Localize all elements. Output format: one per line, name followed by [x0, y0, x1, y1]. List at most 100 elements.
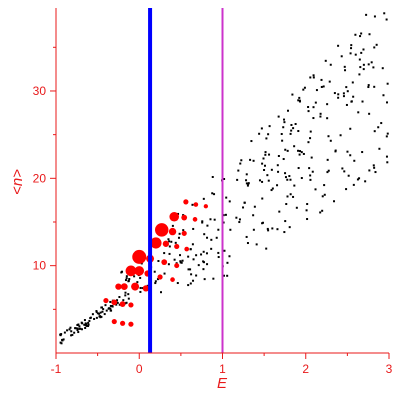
- small-point: [187, 268, 190, 271]
- small-point: [305, 209, 308, 212]
- small-point: [167, 263, 170, 266]
- small-point: [98, 312, 101, 315]
- weighted-point: [111, 318, 117, 325]
- small-point: [89, 317, 92, 320]
- small-point: [261, 162, 264, 165]
- weighted-point: [131, 282, 140, 291]
- weighted-point: [128, 321, 134, 327]
- small-point: [171, 224, 174, 227]
- small-point: [178, 232, 181, 235]
- small-point: [276, 184, 279, 187]
- small-point: [295, 206, 298, 209]
- weighted-point: [132, 249, 147, 264]
- small-point: [222, 221, 225, 224]
- small-point: [373, 166, 376, 169]
- small-point: [124, 291, 127, 294]
- small-point: [350, 100, 353, 103]
- small-point: [118, 303, 121, 306]
- small-point: [361, 100, 364, 103]
- small-point: [333, 200, 336, 203]
- weighted-point: [174, 243, 180, 250]
- small-point: [210, 247, 213, 250]
- small-point: [307, 141, 310, 144]
- small-point: [228, 200, 231, 203]
- small-point: [282, 158, 285, 161]
- small-point: [136, 281, 139, 284]
- small-point: [59, 341, 62, 344]
- small-point: [386, 101, 389, 104]
- small-point: [351, 81, 354, 84]
- small-point: [187, 255, 190, 258]
- small-point: [141, 287, 144, 290]
- small-point: [267, 179, 270, 182]
- small-point: [282, 126, 285, 129]
- vertical-lines-layer: [148, 8, 224, 353]
- small-point: [203, 233, 206, 236]
- small-point: [268, 153, 271, 156]
- small-point: [284, 148, 287, 151]
- small-point: [380, 122, 383, 125]
- small-point: [223, 249, 226, 252]
- small-point: [168, 252, 171, 255]
- small-point: [153, 270, 156, 273]
- small-point: [357, 111, 360, 114]
- small-point: [176, 282, 179, 285]
- small-point: [85, 324, 88, 327]
- small-point: [293, 184, 296, 187]
- small-point: [367, 84, 370, 87]
- weighted-point: [174, 263, 180, 269]
- small-point: [362, 63, 365, 66]
- weighted-point: [157, 274, 163, 280]
- small-point: [375, 43, 378, 46]
- small-point: [265, 137, 268, 140]
- small-point: [79, 327, 82, 330]
- small-point: [319, 115, 322, 118]
- small-point: [100, 315, 103, 318]
- small-point: [347, 174, 350, 177]
- small-point: [120, 271, 123, 274]
- small-point: [368, 33, 371, 36]
- small-point: [61, 339, 64, 342]
- small-point: [252, 228, 255, 231]
- small-point: [300, 151, 303, 154]
- small-point: [261, 180, 264, 183]
- axes-layer: -1 0 1 2 3 10 20 30: [33, 8, 393, 376]
- small-point: [286, 149, 289, 152]
- small-point: [133, 275, 136, 278]
- small-point: [88, 319, 91, 322]
- small-point: [213, 218, 216, 221]
- small-point: [167, 238, 170, 241]
- small-point: [307, 110, 310, 113]
- small-point: [343, 65, 346, 68]
- small-point: [69, 326, 72, 329]
- small-point: [286, 178, 289, 181]
- small-point: [354, 53, 357, 56]
- small-point: [298, 153, 301, 156]
- small-point: [202, 268, 205, 271]
- small-point: [157, 259, 160, 262]
- small-point: [345, 188, 348, 191]
- small-point: [327, 169, 330, 172]
- small-point: [320, 85, 323, 88]
- small-point: [68, 328, 71, 331]
- small-point: [95, 310, 98, 313]
- small-point: [105, 309, 108, 312]
- small-point: [302, 152, 305, 155]
- small-point: [70, 330, 73, 333]
- small-point: [116, 301, 119, 304]
- small-point: [124, 279, 127, 282]
- small-point: [373, 46, 376, 49]
- small-point: [189, 268, 192, 271]
- small-point: [211, 175, 214, 178]
- small-point: [179, 254, 182, 257]
- small-point: [63, 331, 66, 334]
- small-point: [326, 158, 329, 161]
- small-point: [76, 324, 79, 327]
- x-tick-label: 1: [219, 362, 226, 376]
- small-point: [341, 167, 344, 170]
- small-point: [258, 179, 261, 182]
- small-point: [354, 33, 357, 36]
- small-point: [297, 167, 300, 170]
- small-point: [383, 12, 386, 15]
- small-point: [100, 306, 103, 309]
